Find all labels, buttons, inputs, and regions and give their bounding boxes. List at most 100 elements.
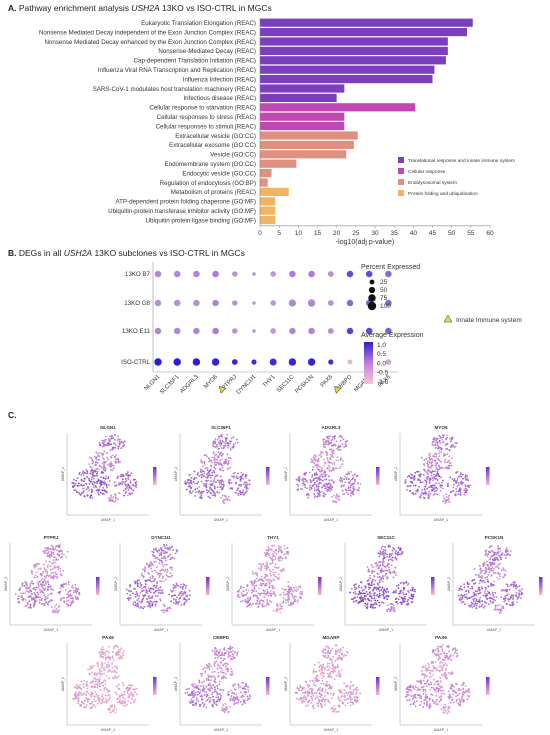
- umap-cell: [330, 448, 333, 451]
- umap-cell: [209, 687, 211, 690]
- umap-cell: [468, 486, 470, 489]
- umap-cell: [428, 456, 431, 459]
- umap-cell: [109, 704, 112, 707]
- umap-cell: [273, 573, 275, 576]
- umap-cell: [117, 683, 120, 686]
- umap-cell: [261, 602, 264, 605]
- umap-cell: [240, 691, 242, 694]
- umap-cell: [213, 653, 216, 656]
- umap-cell: [137, 597, 140, 600]
- umap-cell: [420, 456, 423, 459]
- umap-cell: [382, 590, 385, 592]
- umap-cell: [144, 583, 147, 585]
- umap-cell: [495, 566, 497, 569]
- umap-cell: [41, 578, 44, 580]
- umap-cell: [187, 479, 190, 481]
- umap-cell: [149, 605, 152, 607]
- umap-cell: [47, 575, 50, 578]
- umap-cell: [322, 484, 325, 487]
- umap-cell: [234, 683, 236, 686]
- umap-cell: [257, 598, 260, 600]
- umap-cell: [59, 587, 62, 590]
- umap-cell: [150, 567, 152, 570]
- umap-cell: [345, 443, 347, 446]
- umap-cell: [198, 490, 201, 493]
- dot: [173, 358, 181, 366]
- umap-cell: [429, 455, 432, 458]
- umap-cell: [109, 464, 111, 467]
- umap-cell: [442, 436, 445, 438]
- umap-cell: [121, 657, 123, 660]
- umap-cell: [87, 698, 90, 700]
- umap-cell: [373, 587, 376, 589]
- umap-cell: [373, 603, 375, 606]
- dot: [154, 358, 162, 366]
- umap-cell: [53, 567, 56, 569]
- umap-cell: [230, 482, 233, 484]
- umap-cell: [156, 566, 158, 569]
- umap-cell: [321, 486, 323, 489]
- category-label: Cellular response to starvation (REAC): [149, 105, 256, 112]
- umap-cell: [225, 462, 227, 465]
- umap-cell: [471, 606, 474, 609]
- umap-cell: [61, 553, 63, 555]
- umap-cell: [54, 575, 56, 578]
- umap-cell: [92, 477, 95, 480]
- color-legend-bar: [364, 342, 373, 384]
- umap-cell: [87, 668, 89, 671]
- umap-cell: [185, 585, 188, 587]
- umap-gene-label: MYO6: [434, 425, 447, 430]
- umap-cell: [147, 587, 150, 590]
- umap-cell: [391, 606, 394, 609]
- umap-cell: [205, 664, 208, 666]
- umap-cell: [110, 456, 113, 459]
- umap-cell: [97, 694, 99, 697]
- umap-cell: [104, 657, 107, 660]
- umap-cell: [263, 595, 266, 598]
- umap-cell: [386, 556, 389, 558]
- umap-cell: [138, 600, 141, 603]
- group-label: 13KO B7: [125, 271, 151, 278]
- umap-cell: [188, 589, 191, 592]
- umap-cell: [148, 597, 150, 599]
- umap-cell: [230, 670, 233, 673]
- umap-cell: [430, 478, 432, 480]
- umap-cell: [38, 580, 41, 583]
- umap-cell: [268, 599, 271, 602]
- umap-cell: [314, 474, 316, 477]
- umap-cell: [232, 650, 234, 652]
- umap-cell: [271, 556, 274, 558]
- umap-cell: [357, 489, 360, 492]
- umap-cell: [56, 553, 59, 555]
- umap-cell: [464, 485, 467, 488]
- umap-cell: [49, 576, 52, 579]
- umap-cell: [471, 585, 473, 588]
- umap-cell: [279, 603, 281, 606]
- umap-cell: [346, 473, 349, 475]
- bar: [260, 28, 467, 37]
- umap-cell: [175, 598, 177, 601]
- umap-cell: [458, 594, 460, 597]
- umap-cell: [78, 693, 81, 696]
- umap-cell: [205, 677, 208, 680]
- umap-cell: [460, 588, 462, 591]
- umap-cell: [224, 444, 226, 447]
- umap-cell: [428, 470, 431, 472]
- umap-cell: [47, 601, 50, 603]
- umap-cell: [210, 676, 213, 679]
- umap-cell: [330, 649, 332, 652]
- umap-cell: [46, 596, 49, 599]
- umap-cell: [241, 600, 244, 602]
- umap-cell: [338, 479, 341, 481]
- umap-cell: [385, 573, 388, 575]
- umap-cell: [242, 493, 245, 496]
- umap-cell: [481, 600, 484, 602]
- umap-colorbar: [539, 577, 543, 595]
- umap-cell: [59, 570, 62, 572]
- umap-cell: [125, 588, 128, 591]
- umap-cell: [516, 601, 518, 604]
- umap-cell: [220, 451, 222, 454]
- umap-cell: [464, 603, 466, 606]
- umap-cell: [334, 644, 337, 646]
